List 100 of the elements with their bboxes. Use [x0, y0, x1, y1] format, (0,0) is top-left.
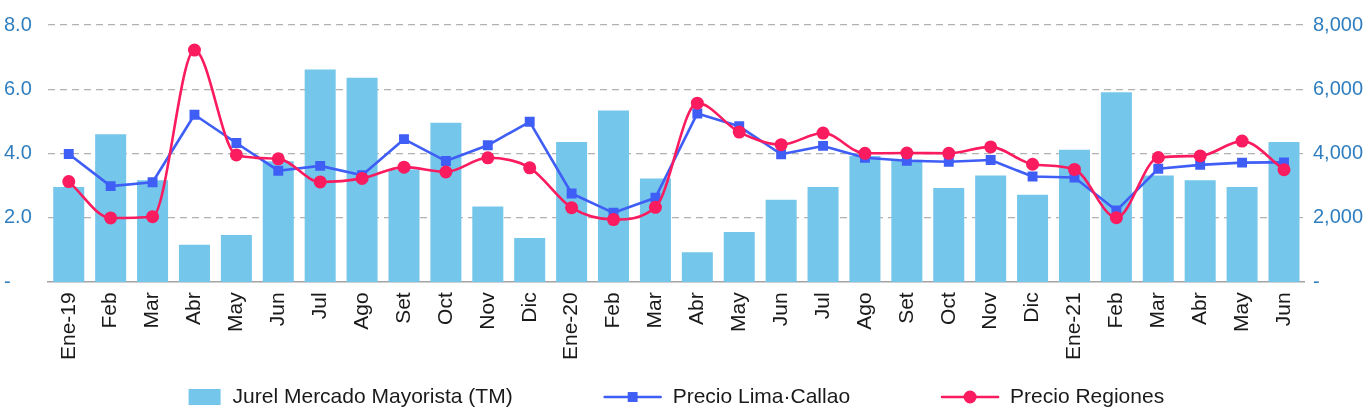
- point: [273, 165, 284, 176]
- bar: [220, 235, 252, 283]
- point: [482, 140, 493, 151]
- bar: [430, 122, 462, 283]
- point: [816, 126, 830, 140]
- x-tick-label: Mar: [139, 292, 163, 329]
- y2-tick-label: 2,000: [1312, 205, 1364, 228]
- point: [1026, 157, 1040, 171]
- point: [104, 211, 118, 225]
- point: [1067, 162, 1081, 176]
- point: [648, 200, 662, 214]
- x-tick-label: Abr: [181, 292, 205, 325]
- point: [985, 155, 996, 166]
- bar: [1017, 194, 1049, 283]
- x-tick-label: Ene-21: [1061, 292, 1085, 360]
- x-tick-label: Dic: [516, 292, 540, 323]
- bar: [1142, 175, 1174, 283]
- point: [692, 108, 703, 119]
- bar: [849, 155, 881, 283]
- bar: [1226, 187, 1258, 283]
- bar: [891, 159, 923, 283]
- y-tick-label: 4.0: [4, 141, 32, 164]
- bar: [262, 161, 294, 283]
- bar: [304, 69, 336, 283]
- bar: [975, 175, 1007, 283]
- point: [523, 161, 537, 175]
- point: [1193, 149, 1207, 163]
- point: [818, 140, 828, 151]
- x-tick-label: Abr: [1186, 292, 1210, 325]
- x-tick-label: Dic: [1019, 292, 1043, 323]
- x-tick-label: May: [223, 291, 247, 332]
- x-tick-label: Ene-19: [55, 292, 79, 360]
- bar: [1058, 149, 1090, 283]
- point: [231, 138, 242, 148]
- x-tick-label: Jun: [1270, 292, 1294, 327]
- point: [399, 134, 409, 145]
- x-tick-label: Mar: [1145, 292, 1169, 329]
- point: [313, 175, 327, 189]
- bar: [681, 252, 713, 283]
- point: [440, 156, 451, 166]
- bar: [95, 134, 127, 283]
- point: [1237, 157, 1248, 168]
- x-tick-label: Jun: [265, 292, 289, 327]
- point: [565, 201, 579, 215]
- legend-label: Jurel Mercado Mayorista (TM): [232, 383, 513, 407]
- point: [858, 146, 872, 160]
- legend-label: Precio Lima·Callao: [672, 383, 851, 407]
- point: [1109, 211, 1123, 225]
- y-tick-label: 8.0: [4, 12, 32, 35]
- point: [229, 148, 243, 162]
- point: [1235, 134, 1249, 148]
- point: [900, 146, 914, 160]
- x-tick-label: Ene-20: [558, 292, 582, 360]
- x-tick-label: May: [726, 291, 750, 332]
- bar: [1100, 92, 1132, 283]
- bar: [1268, 142, 1300, 283]
- point: [1027, 171, 1038, 182]
- point: [942, 146, 956, 160]
- x-tick-label: Nov: [977, 291, 1001, 330]
- bar: [765, 199, 797, 283]
- legend-label: Precio Regiones: [1010, 383, 1165, 407]
- point: [146, 210, 160, 224]
- bar: [514, 237, 546, 283]
- point: [187, 43, 201, 57]
- point: [774, 138, 788, 152]
- point: [1151, 151, 1165, 164]
- x-tick-label: Oct: [935, 292, 959, 325]
- x-tick-label: Jul: [306, 292, 330, 320]
- point: [62, 175, 76, 189]
- bar: [178, 244, 210, 283]
- bar: [346, 77, 378, 283]
- bar: [723, 232, 755, 283]
- x-tick-label: Feb: [1103, 292, 1127, 329]
- point: [690, 96, 704, 110]
- y2-tick-label: 4,000: [1312, 141, 1364, 164]
- x-tick-label: Abr: [684, 292, 708, 325]
- bar: [598, 110, 630, 283]
- bar: [933, 188, 965, 283]
- point: [147, 177, 158, 188]
- bar: [807, 187, 839, 283]
- x-tick-label: Nov: [474, 291, 498, 330]
- point: [1277, 163, 1291, 177]
- point: [271, 152, 285, 166]
- y2-tick-label: 6,000: [1312, 76, 1364, 99]
- point: [566, 188, 577, 199]
- point: [439, 165, 453, 179]
- point: [481, 151, 495, 165]
- x-tick-label: Mar: [642, 292, 666, 329]
- bar: [388, 169, 420, 283]
- point: [315, 160, 326, 171]
- x-tick-label: Feb: [97, 292, 121, 329]
- y-tick-label: -: [4, 269, 11, 292]
- point: [524, 116, 535, 127]
- point: [397, 160, 411, 174]
- point: [63, 149, 74, 159]
- bar: [53, 187, 85, 283]
- point: [607, 213, 621, 227]
- x-tick-label: Ago: [348, 292, 372, 330]
- point: [984, 140, 998, 154]
- bar: [556, 142, 588, 283]
